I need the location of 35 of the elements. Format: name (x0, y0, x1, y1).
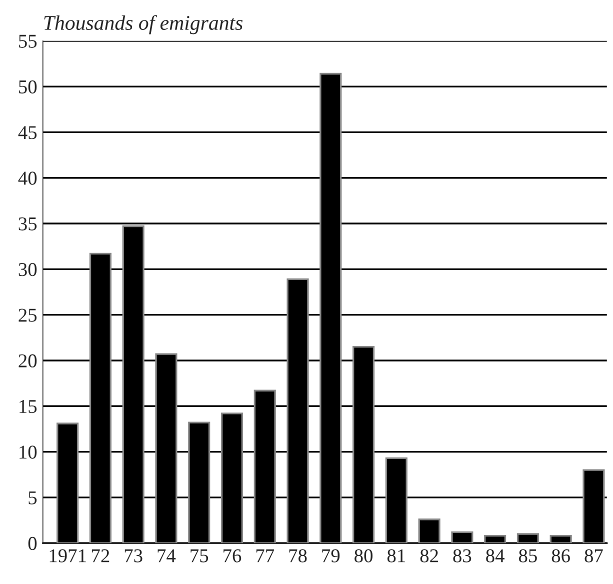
bar (451, 531, 474, 544)
y-tick-label: 30 (18, 262, 37, 276)
x-tick-label: 81 (387, 549, 405, 562)
x-tick-label: 72 (92, 549, 110, 562)
x-tick-label: 86 (552, 549, 570, 562)
y-tick-label: 40 (18, 172, 37, 185)
y-tick-label: 20 (18, 354, 37, 368)
bar (550, 534, 572, 544)
x-tick-label: 73 (124, 549, 142, 562)
x-tick-label: 1971 (50, 549, 86, 562)
y-tick-label: 0 (28, 536, 37, 550)
x-tick-label: 77 (256, 549, 274, 562)
bar (484, 534, 506, 544)
x-tick-label: 82 (420, 549, 438, 562)
x-tick-label: 84 (486, 549, 504, 562)
y-tick-label: 15 (20, 400, 37, 414)
y-tick-label: 45 (18, 126, 37, 140)
x-tick-label: 78 (289, 549, 307, 562)
x-tick-label: 83 (453, 549, 472, 562)
y-tick-label: 25 (18, 308, 37, 322)
y-axis-title: Thousands of emigrants (44, 15, 243, 34)
y-tick-label: 35 (18, 217, 37, 230)
y-tick-label: 10 (20, 446, 37, 459)
y-tick-label: 55 (19, 34, 37, 48)
y-tick-label: 50 (19, 80, 37, 94)
x-tick-label: 80 (354, 549, 373, 562)
x-tick-label: 79 (322, 549, 340, 562)
x-tick-label: 85 (518, 549, 537, 562)
x-tick-label: 75 (190, 549, 208, 562)
x-tick-label: 87 (584, 549, 603, 562)
bar (516, 533, 539, 544)
bar (418, 518, 440, 544)
y-tick-label: 5 (28, 491, 37, 504)
x-tick-label: 76 (224, 549, 242, 562)
x-tick-label: 74 (158, 549, 176, 562)
